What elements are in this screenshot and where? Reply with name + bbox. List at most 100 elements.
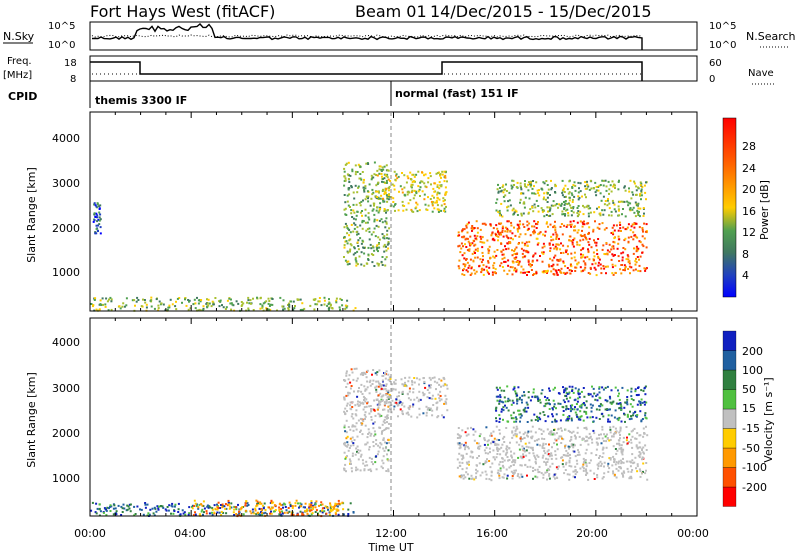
velocity-cell [393,405,396,408]
power-cell [618,260,621,262]
velocity-colorbar: 200 100 50 15 -15 -50 -100 -200 Velocity… [722,330,775,507]
power-cell [481,251,484,254]
power-cell [528,240,531,243]
velocity-cell [548,455,551,458]
velocity-cell [608,420,611,423]
power-cell [560,202,563,205]
power-cell [593,259,595,262]
power-cell [492,264,495,267]
velocity-cell [208,505,211,508]
power-cell [556,273,559,276]
velocity-colorbar-label: Velocity [m s⁻¹] [762,377,775,462]
power-cell [636,256,639,258]
velocity-cell [378,415,381,418]
nsky-panel: N.Sky 10^5 10^0 10^5 10^0 N.Search [3,21,796,51]
power-cell [262,302,265,305]
velocity-cell [346,445,349,448]
power-cell [589,211,592,214]
velocity-cell [206,504,209,507]
velocity-cell [372,463,374,466]
velocity-cell [490,474,493,477]
velocity-cell [604,408,607,411]
power-cell [384,181,386,184]
velocity-cell [280,504,283,507]
power-cell [516,228,519,231]
velocity-cell [504,453,507,456]
velocity-cell [475,468,477,471]
power-cell [528,263,531,266]
velocity-cell [586,472,589,475]
velocity-cell [377,412,380,415]
velocity-cell [513,469,516,472]
velocity-cell [474,430,477,433]
velocity-cell [633,461,636,464]
velocity-cell [536,468,539,471]
power-cell [622,251,625,254]
velocity-cell [615,476,618,479]
velocity-cell [312,505,315,508]
power-cell [542,242,545,245]
velocity-cell [446,387,449,390]
power-cell [202,305,205,308]
velocity-cell [630,430,633,433]
velocity-cell [587,437,590,440]
velocity-cell [234,506,237,509]
power-cell [212,301,215,304]
velocity-cell [604,435,607,438]
velocity-cell [357,390,359,393]
power-cell [366,228,369,231]
velocity-cell [122,503,125,506]
power-cell [572,239,575,241]
power-cell [524,233,527,236]
velocity-cell [532,452,535,455]
power-cell [645,223,648,226]
power-cell [536,189,539,192]
velocity-cell [580,415,583,418]
velocity-cell [416,377,418,380]
velocity-cell [370,418,373,421]
velocity-cell [183,511,186,514]
power-cell [487,252,490,255]
velocity-cell [284,506,287,508]
velocity-cell [359,429,362,432]
power-cell [105,297,108,300]
power-cell [523,201,526,204]
velocity-cell [522,433,525,436]
power-cell [596,249,598,252]
power-cell [372,191,375,194]
velocity-cell [260,509,263,512]
velocity-cell [523,449,526,452]
velocity-cell [476,470,479,473]
velocity-cell [354,404,357,407]
velocity-cell [96,507,99,510]
velocity-cell [536,476,539,479]
velocity-cell [524,464,527,467]
power-cell [576,241,579,244]
power-cell [469,274,472,276]
velocity-cell [410,415,413,418]
velocity-panel: Slant Range [km] 1000 2000 3000 4000 [25,317,698,518]
velocity-cell [217,507,220,509]
velocity-cell [488,447,491,450]
velocity-cell [394,388,397,391]
power-cell [608,192,610,195]
velocity-cell [495,443,498,446]
power-cell [584,236,587,239]
velocity-cell [550,431,553,434]
power-cell [554,229,557,231]
power-cell [377,243,380,246]
power-cell [502,253,505,256]
velocity-cell [576,408,579,411]
velocity-cell [378,446,381,449]
velocity-cell [645,462,648,464]
power-cell [498,222,500,225]
velocity-cell [408,408,411,411]
velocity-cell [462,456,465,459]
velocity-cell [120,514,123,516]
velocity-cell [393,401,396,404]
power-cell [549,194,551,196]
velocity-cell [645,401,648,404]
power-cell [231,303,234,306]
velocity-cbar-swatch [722,330,737,351]
velocity-cell [579,415,582,418]
